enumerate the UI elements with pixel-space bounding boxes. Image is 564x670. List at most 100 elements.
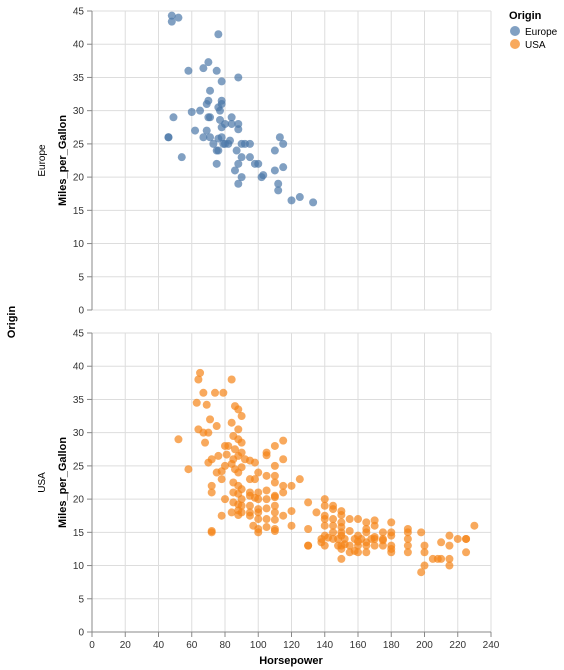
data-point-europe	[216, 106, 225, 115]
data-point-usa	[370, 521, 379, 530]
data-point-europe	[237, 173, 246, 182]
data-point-usa	[217, 511, 226, 520]
y-tick-label: 40	[73, 362, 85, 373]
y-tick-label: 25	[73, 461, 85, 472]
data-point-usa	[270, 527, 279, 536]
data-point-usa	[254, 528, 263, 537]
data-point-usa	[329, 501, 338, 510]
data-point-usa	[354, 548, 362, 557]
row-label-europe: Europe	[37, 144, 48, 177]
data-point-europe	[295, 193, 304, 202]
data-point-usa	[445, 541, 454, 550]
data-point-usa	[417, 568, 426, 577]
legend: Origin Europe USA	[509, 10, 558, 51]
data-point-usa	[211, 388, 220, 397]
data-point-usa	[403, 534, 412, 543]
x-tick-label: 60	[186, 640, 198, 651]
legend-swatch-europe	[510, 26, 520, 36]
data-point-usa	[270, 471, 279, 480]
data-point-usa	[357, 534, 366, 543]
x-tick-label: 40	[153, 640, 165, 651]
data-point-usa	[217, 467, 226, 476]
data-point-usa	[262, 451, 271, 460]
x-tick-label: 80	[219, 640, 231, 651]
y-axis-title: Miles_per_Gallon	[57, 115, 69, 206]
data-point-usa	[433, 554, 442, 563]
data-point-usa	[403, 548, 412, 557]
data-point-usa	[219, 388, 228, 397]
data-point-usa	[453, 534, 462, 543]
data-point-europe	[206, 86, 215, 95]
data-point-europe	[212, 66, 221, 75]
data-point-usa	[262, 504, 271, 513]
data-point-usa	[304, 525, 313, 534]
data-point-usa	[204, 458, 213, 467]
data-point-europe	[167, 11, 176, 20]
y-tick-label: 25	[73, 139, 85, 150]
data-point-europe	[202, 126, 211, 135]
y-tick-label: 15	[73, 206, 85, 217]
y-tick-label: 20	[73, 173, 85, 184]
data-point-usa	[206, 415, 215, 424]
data-point-usa	[287, 521, 296, 530]
data-point-usa	[270, 515, 279, 524]
data-point-usa	[270, 461, 279, 470]
data-point-europe	[245, 139, 254, 148]
data-point-europe	[275, 133, 284, 142]
x-tick-label: 100	[250, 640, 267, 651]
data-point-europe	[187, 107, 196, 116]
data-point-usa	[420, 541, 429, 550]
data-point-usa	[254, 468, 263, 477]
data-point-europe	[274, 186, 283, 195]
data-point-usa	[199, 388, 208, 397]
data-point-europe	[177, 153, 186, 162]
data-point-europe	[199, 133, 208, 142]
data-point-usa	[194, 375, 203, 384]
data-point-europe	[204, 58, 213, 67]
data-point-europe	[232, 146, 241, 155]
data-point-usa	[312, 508, 321, 517]
y-tick-label: 35	[73, 73, 85, 84]
data-point-europe	[279, 163, 288, 172]
data-point-usa	[304, 541, 313, 550]
data-point-europe	[206, 133, 215, 142]
data-point-usa	[279, 511, 288, 520]
data-point-usa	[250, 458, 259, 467]
facet-title: Origin	[6, 306, 18, 339]
x-tick-label: 140	[316, 640, 333, 651]
data-point-europe	[217, 123, 226, 132]
data-point-usa	[234, 451, 243, 460]
data-point-usa	[207, 481, 216, 490]
data-point-usa	[337, 544, 346, 553]
data-point-usa	[262, 515, 271, 524]
data-point-europe	[309, 198, 318, 207]
x-axis: 0 20 40 60 80 100 120 140 160 180 200 220 240	[89, 631, 500, 651]
data-point-europe	[167, 17, 176, 26]
data-point-usa	[403, 528, 412, 537]
data-point-usa	[270, 478, 279, 487]
legend-label-usa: USA	[525, 40, 546, 51]
data-point-europe	[191, 126, 200, 135]
data-point-usa	[204, 428, 213, 437]
data-point-usa	[201, 438, 210, 447]
data-point-europe	[209, 139, 218, 148]
y-tick-label: 15	[73, 528, 85, 539]
data-point-europe	[279, 139, 288, 148]
data-point-europe	[245, 153, 254, 162]
y-tick-label: 10	[73, 561, 85, 572]
data-point-usa	[212, 422, 221, 431]
row-label-usa: USA	[37, 472, 48, 493]
data-point-usa	[320, 495, 329, 504]
data-point-europe	[270, 146, 279, 155]
data-point-europe	[199, 64, 208, 73]
data-point-usa	[227, 375, 236, 384]
data-point-usa	[224, 441, 233, 450]
data-point-europe	[169, 113, 178, 122]
data-point-usa	[329, 534, 338, 543]
data-point-europe	[237, 153, 246, 162]
data-point-usa	[304, 498, 313, 507]
data-point-usa	[320, 501, 329, 510]
data-point-usa	[237, 438, 246, 447]
data-point-europe	[227, 113, 236, 122]
